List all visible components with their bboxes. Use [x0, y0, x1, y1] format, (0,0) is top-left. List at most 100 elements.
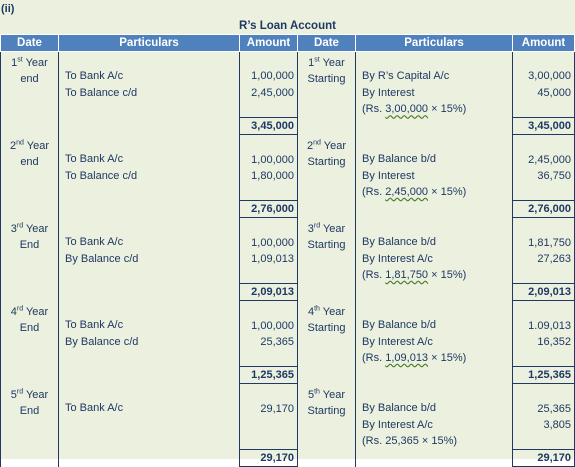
year-suffix: rd [16, 221, 24, 229]
amount-item: 1,80,000 [251, 170, 294, 183]
blank-cell [58, 366, 240, 384]
date-period: end [20, 156, 39, 169]
date-cell-left: 5rd Year End [0, 383, 59, 450]
particular-item: To Bank A/c [65, 236, 124, 249]
particular-item: To Bank A/c [65, 153, 124, 166]
amount-item: 2,45,000 [528, 153, 571, 166]
amount-item: 1,00,000 [251, 236, 294, 249]
total-right: 3,45,000 [512, 117, 575, 136]
particular-item: By Balance c/d [65, 335, 139, 348]
year-number: 3 [307, 222, 314, 235]
blank-cell [0, 283, 59, 301]
interest-calculation: (Rs. 2,45,000 × 15%) [362, 184, 509, 200]
calc-prefix: (Rs. [362, 352, 386, 365]
calc-principal: 2,45,000 [385, 186, 429, 199]
amount-item: 1,81,750 [528, 236, 571, 249]
total-left: 29,170 [239, 448, 298, 467]
amount-item: 1,09,013 [251, 253, 294, 266]
total-left: 2,76,000 [239, 200, 298, 219]
year-number: 1 [11, 56, 18, 69]
particulars-cell-left: To Bank A/c To Balance c/d [58, 51, 240, 118]
blank-cell [297, 117, 356, 135]
particular-item: By Balance b/d [362, 153, 436, 166]
amount-item: 1.09,013 [528, 319, 571, 332]
header-particulars-left: Particulars [58, 34, 240, 52]
amount-cell-left: 29,170 [239, 383, 298, 450]
particular-item: To Balance c/d [65, 169, 138, 182]
date-year: 5th Year [308, 387, 346, 401]
particulars-cell-left: To Bank A/c [58, 383, 240, 450]
particular-item: By Balance b/d [362, 402, 436, 415]
particular-item: To Bank A/c [65, 70, 124, 83]
amount-item: 36,750 [537, 170, 571, 183]
particular-item: To Bank A/c [65, 319, 124, 332]
total-row: 2,09,013 2,09,013 [0, 282, 575, 302]
date-year: 4rd Year [11, 305, 49, 318]
account-title: R’s Loan Account [239, 20, 336, 32]
date-year: 4th Year [308, 305, 345, 318]
amount-cell-left: 1,00,000 2,45,000 [239, 51, 298, 118]
amount-item: 16,352 [537, 336, 571, 349]
year-number: 1 [308, 56, 315, 69]
date-cell-right: 4th Year Starting [297, 300, 356, 367]
amount-item: 2,45,000 [251, 86, 294, 99]
total-right: 2,09,013 [512, 282, 575, 302]
blank-cell [58, 449, 240, 467]
calc-rate: × 15%) [428, 352, 467, 365]
year-word: Year [23, 305, 49, 318]
year-word: Year [320, 139, 346, 152]
date-cell-right: 1st Year Starting [297, 51, 356, 118]
particulars-cell-right: By Balance b/d By Interest A/c (Rs. 1,09,0… [355, 300, 513, 367]
date-cell-left: 2nd Year end [0, 134, 59, 201]
date-year: 5rd Year [11, 388, 49, 401]
amount-item: 3,00,000 [528, 70, 571, 83]
date-period: Starting [307, 239, 346, 251]
interest-calculation: (Rs. 1,09,013 × 15%) [362, 350, 509, 366]
year-suffix: nd [313, 138, 321, 146]
date-cell-right: 3rd Year Starting [297, 217, 356, 284]
year-word: Year [319, 56, 345, 69]
date-period: End [19, 404, 40, 417]
date-cell-right: 5th Year Starting [297, 383, 356, 450]
particulars-cell-left: To Bank A/c By Balance c/d [58, 217, 240, 284]
year-suffix: st [17, 56, 23, 63]
interest-calculation: (Rs. 25,365 × 15%) [362, 433, 509, 449]
ledger-entry-row: 1st Year end To Bank A/c To Balance c/d 1,00… [0, 51, 575, 118]
total-row: 3,45,000 3,45,000 [0, 117, 575, 136]
year-word: Year [319, 388, 346, 401]
total-right: 1,25,365 [512, 365, 575, 385]
date-period: End [19, 321, 40, 334]
total-left: 3,45,000 [239, 117, 298, 136]
date-cell-right: 2nd Year Starting [297, 134, 356, 201]
amount-cell-right: 2,45,000 36,750 [512, 134, 575, 201]
blank-cell [58, 283, 240, 301]
date-year: 2nd Year [10, 139, 49, 152]
particular-item: By Interest [362, 169, 415, 182]
amount-cell-left: 1,00,000 1,09,013 [239, 217, 298, 284]
amount-cell-right: 1.09,013 16,352 [512, 300, 575, 367]
ledger-entry-row: 4rd Year End To Bank A/c By Balance c/d 1,00… [0, 300, 575, 367]
particular-item: By Balance b/d [362, 319, 436, 332]
year-word: Year [23, 388, 49, 401]
calc-principal: 1,81,750 [385, 269, 429, 282]
blank-cell [355, 449, 513, 467]
year-suffix: th [314, 387, 320, 395]
particulars-cell-left: To Bank A/c To Balance c/d [58, 134, 240, 201]
blank-cell [355, 366, 513, 384]
amount-item: 25,365 [537, 402, 571, 415]
particular-item: By R’s Capital A/c [362, 70, 450, 83]
amount-item: 1,00,000 [251, 319, 294, 332]
blank-cell [355, 200, 513, 218]
ledger-entry-row: 5rd Year End To Bank A/c 29,170 5th Year Star… [0, 383, 575, 450]
blank-cell [297, 200, 356, 218]
calc-rate: × 15%) [428, 269, 467, 282]
total-row: 2,76,000 2,76,000 [0, 200, 575, 219]
year-word: Year [23, 139, 49, 152]
date-period: End [19, 239, 40, 251]
total-row: 29,170 29,170 [0, 448, 575, 467]
calc-prefix: (Rs. [362, 269, 386, 282]
date-cell-left: 3rd Year End [0, 217, 59, 284]
year-word: Year [22, 56, 48, 69]
year-word: Year [23, 222, 49, 235]
